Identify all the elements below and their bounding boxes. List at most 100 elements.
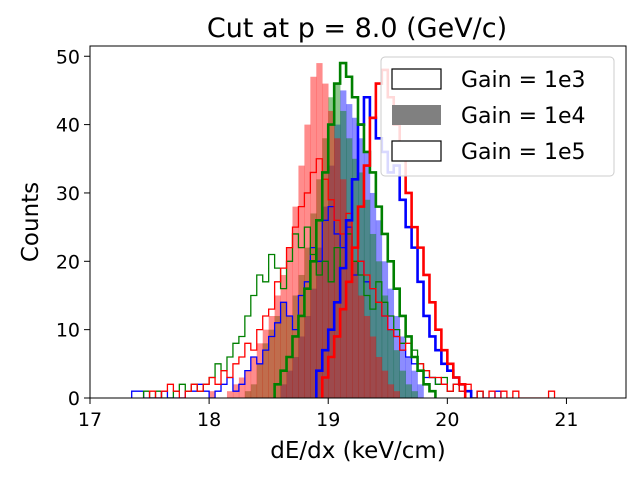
hist-bar	[369, 336, 377, 398]
y-tick-label: 20	[56, 251, 80, 273]
hist-bar	[363, 315, 371, 398]
hist-bar	[280, 302, 287, 398]
x-tick-label: 18	[197, 409, 221, 431]
y-tick-label: 40	[56, 115, 80, 137]
hist-bar	[346, 220, 353, 398]
hist-bar	[340, 179, 347, 398]
legend-swatch	[391, 68, 442, 90]
hist-bar	[286, 247, 293, 398]
hist-bar	[387, 384, 395, 398]
chart-title: Cut at p = 8.0 (GeV/c)	[207, 13, 507, 44]
y-tick-label: 10	[56, 320, 80, 342]
legend-label: Gain = 1e4	[461, 104, 586, 129]
hist-bar	[262, 329, 269, 398]
hist-bar	[280, 274, 287, 398]
hist-bar	[316, 63, 323, 398]
hist-bar	[292, 356, 299, 398]
x-tick-label: 19	[316, 409, 340, 431]
legend-swatch	[391, 140, 442, 162]
hist-bar	[352, 158, 359, 398]
hist-bar	[340, 90, 347, 398]
hist-bar	[387, 329, 395, 398]
hist-bar	[358, 138, 365, 398]
hist-bar	[393, 315, 400, 398]
hist-step-line	[273, 61, 437, 398]
y-tick-label: 0	[68, 388, 80, 410]
hist-bar	[369, 233, 377, 398]
x-tick-label: 21	[554, 409, 578, 431]
legend-label: Gain = 1e3	[461, 68, 586, 93]
hist-bar	[209, 391, 216, 398]
x-axis: 17 18 19 20 21	[78, 398, 579, 431]
hist-bar	[304, 247, 311, 398]
legend-label: Gain = 1e5	[461, 140, 586, 165]
hist-bar	[322, 206, 329, 398]
x-tick-label: 17	[78, 409, 102, 431]
x-axis-label: dE/dx (keV/cm)	[270, 438, 446, 464]
hist-bar	[298, 274, 305, 398]
hist-bar	[292, 206, 299, 398]
hist-bar	[256, 363, 264, 398]
hist-bar	[393, 391, 400, 398]
hist-bar	[250, 384, 258, 398]
hist-bar	[405, 356, 412, 398]
hist-bar	[262, 343, 269, 398]
hist-bar	[298, 336, 305, 398]
hist-bar	[346, 138, 353, 398]
hist-bar	[375, 261, 383, 398]
hist-bar	[298, 165, 305, 398]
y-axis: 0 10 20 30 40 50	[56, 46, 90, 410]
x-tick-label: 20	[435, 409, 459, 431]
hist-bar	[250, 356, 258, 398]
hist-bar	[244, 391, 252, 398]
hist-bar	[393, 350, 400, 398]
hist-bar	[286, 370, 293, 398]
hist-bar	[310, 213, 317, 398]
hist-bar	[322, 83, 329, 398]
hist-bar	[346, 104, 353, 398]
hist-bar	[399, 336, 406, 398]
hist-bar	[310, 76, 317, 398]
hist-bar	[256, 343, 264, 398]
hist-bar	[387, 288, 395, 398]
hist-bar	[381, 295, 389, 398]
hist-bar	[268, 315, 275, 398]
hist-bar	[334, 124, 341, 398]
hist-bar	[417, 384, 424, 398]
hist-bar	[280, 384, 287, 398]
hist-bar	[244, 370, 252, 398]
hist-bar	[316, 179, 323, 398]
hist-bar	[334, 138, 341, 398]
hist-bar	[310, 288, 317, 398]
y-tick-label: 30	[56, 183, 80, 205]
hist-bar	[399, 370, 406, 398]
hist-bar	[274, 315, 281, 398]
hist-bar	[381, 261, 389, 398]
y-axis-label: Counts	[18, 182, 44, 262]
hist-bar	[411, 391, 418, 398]
hist-bar	[411, 370, 418, 398]
hist-bar	[328, 97, 335, 398]
hist-bar	[375, 220, 383, 398]
hist-bar	[292, 295, 299, 398]
legend-swatch	[392, 105, 441, 125]
hist-bar	[238, 377, 246, 398]
hist-bar	[226, 391, 234, 398]
plot-frame	[89, 45, 627, 399]
hist-bar	[405, 384, 412, 398]
hist-bar	[268, 329, 275, 398]
hist-bar	[304, 315, 311, 398]
hist-bar	[358, 295, 365, 398]
hist-bar	[328, 110, 335, 398]
hist-bar	[375, 356, 383, 398]
hist-bar	[334, 83, 341, 398]
legend: Gain = 1e3 Gain = 1e4 Gain = 1e5	[380, 56, 615, 177]
hist-bar	[363, 199, 371, 398]
hist-bar	[340, 110, 347, 398]
hist-bar	[316, 247, 323, 398]
hist-bar	[304, 124, 311, 398]
hist-bar	[358, 172, 365, 398]
y-tick-label: 50	[56, 46, 80, 68]
plot-area	[131, 61, 556, 398]
